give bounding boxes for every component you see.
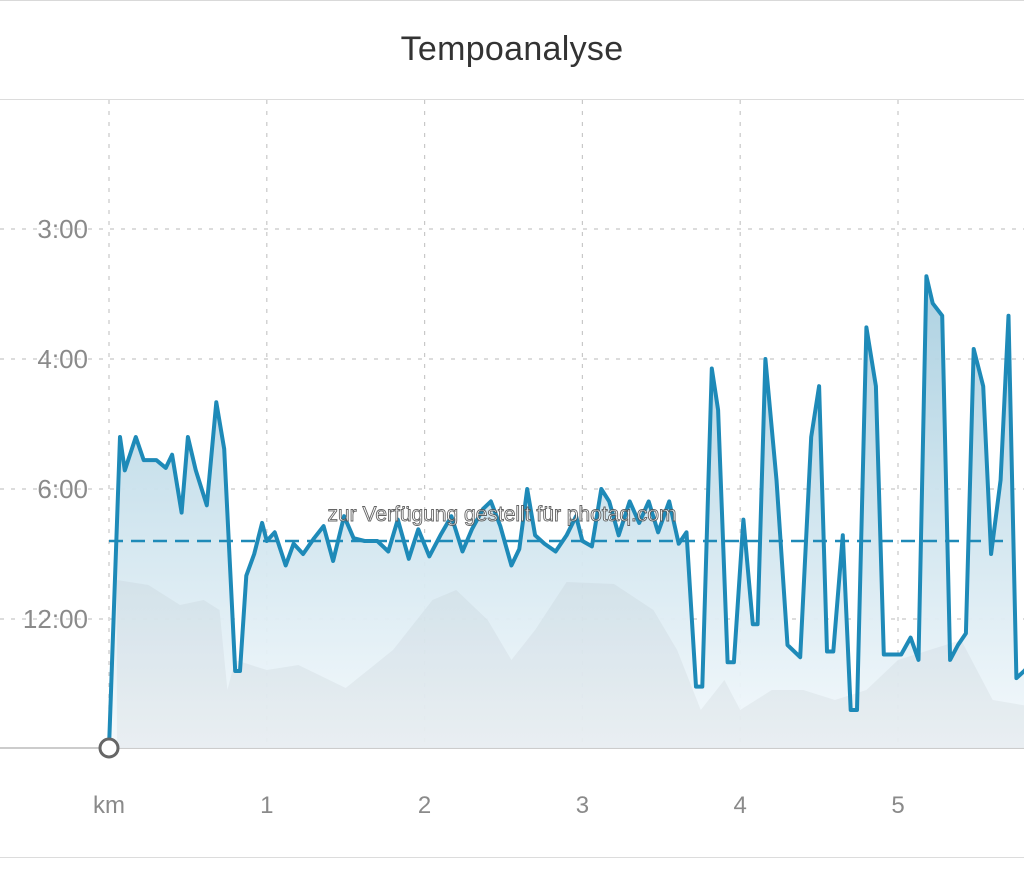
top-border	[0, 0, 1024, 1]
x-tick-label-1: 2	[418, 792, 431, 819]
page-title: Tempoanalyse	[400, 30, 624, 68]
header: Tempoanalyse	[0, 0, 1024, 100]
chart-markers	[98, 737, 120, 759]
bottom-divider	[0, 857, 1024, 858]
pace-area	[109, 276, 1024, 748]
x-tick-label-2: 3	[576, 792, 589, 819]
y-tick-label-0: 3:00	[37, 214, 88, 244]
x-tick-label-3: 4	[734, 792, 747, 819]
y-tick-label-2: 6:00	[37, 474, 88, 504]
start-marker	[98, 737, 120, 759]
elevation-shadow	[116, 580, 1024, 748]
watermark-text: zur Verfügung gestellt für photaq.com	[327, 503, 676, 526]
x-axis-labels: km 1 2 3 4 5	[93, 792, 905, 819]
y-axis-labels: 3:00 4:00 6:00 12:00	[23, 214, 88, 634]
x-tick-label-4: 5	[891, 792, 904, 819]
y-tick-label-3: 12:00	[23, 604, 88, 634]
y-tick-label-1: 4:00	[37, 344, 88, 374]
pace-line	[107, 274, 1024, 749]
x-axis-unit-label: km	[93, 792, 125, 819]
x-tick-label-0: 1	[260, 792, 273, 819]
